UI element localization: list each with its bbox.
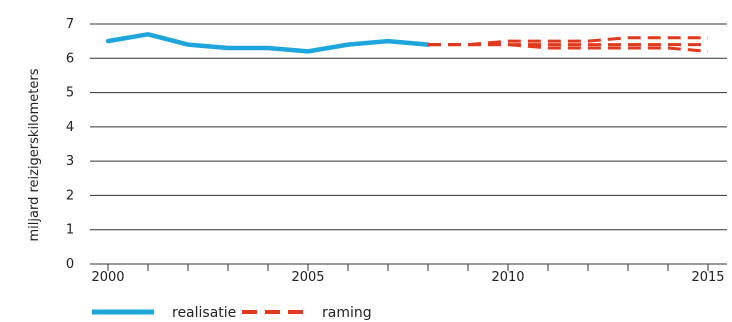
y-tick-label: 7: [66, 17, 74, 32]
y-tick-label: 2: [66, 188, 74, 203]
grid-lines: [90, 23, 727, 265]
y-tick-label: 6: [66, 51, 74, 66]
legend-label-raming: raming: [322, 305, 372, 321]
y-tick-label: 3: [66, 154, 74, 169]
series-group: [105, 32, 709, 54]
legend: realisatie raming: [92, 305, 372, 321]
x-tick-label: 2015: [691, 270, 724, 285]
x-tick-label: 2000: [91, 270, 124, 285]
y-axis-title: miljard reizigerskilometers: [27, 68, 42, 241]
y-tick-label: 0: [66, 257, 74, 272]
y-tick-label: 5: [66, 86, 74, 101]
series-line-0: [105, 32, 431, 54]
legend-label-realisatie: realisatie: [172, 305, 236, 321]
x-tick-label: 2005: [291, 270, 324, 285]
series-line-3: [428, 43, 709, 53]
x-tick-label: 2010: [491, 270, 524, 285]
y-axis: 0 1 2 3 4 5 6 7: [66, 17, 74, 272]
y-tick-label: 1: [66, 223, 74, 238]
x-axis: 2000 2005 2010 2015: [91, 264, 725, 285]
y-tick-label: 4: [66, 120, 74, 135]
